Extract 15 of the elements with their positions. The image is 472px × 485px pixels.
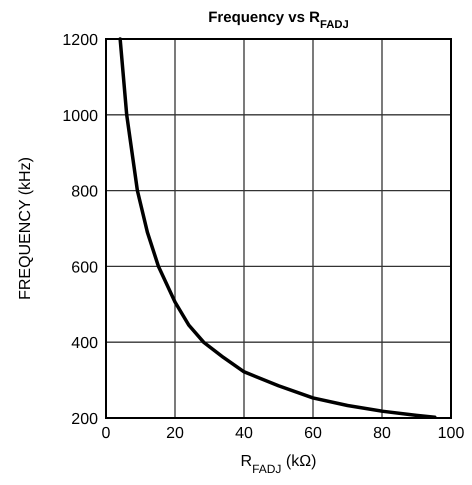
y-tick-label: 800 xyxy=(71,184,98,201)
x-tick-label: 40 xyxy=(235,425,253,442)
y-tick-label: 1000 xyxy=(62,108,98,125)
x-axis-title: R$_{FADJ}$ (kΩ) xyxy=(240,453,316,476)
x-tick-label: 80 xyxy=(373,425,391,442)
x-tick-label: 0 xyxy=(102,425,111,442)
x-tick-label: 60 xyxy=(304,425,322,442)
y-tick-label: 1200 xyxy=(62,32,98,49)
y-tick-label: 400 xyxy=(71,335,98,352)
chart-title: Frequency vs R$_{FADJ}$ xyxy=(208,9,349,31)
y-tick-label: 600 xyxy=(71,259,98,276)
x-tick-label: 100 xyxy=(438,425,464,442)
y-tick-label: 200 xyxy=(71,411,98,428)
x-tick-label: 20 xyxy=(166,425,184,442)
y-axis-title: FREQUENCY (kHz) xyxy=(17,157,34,300)
